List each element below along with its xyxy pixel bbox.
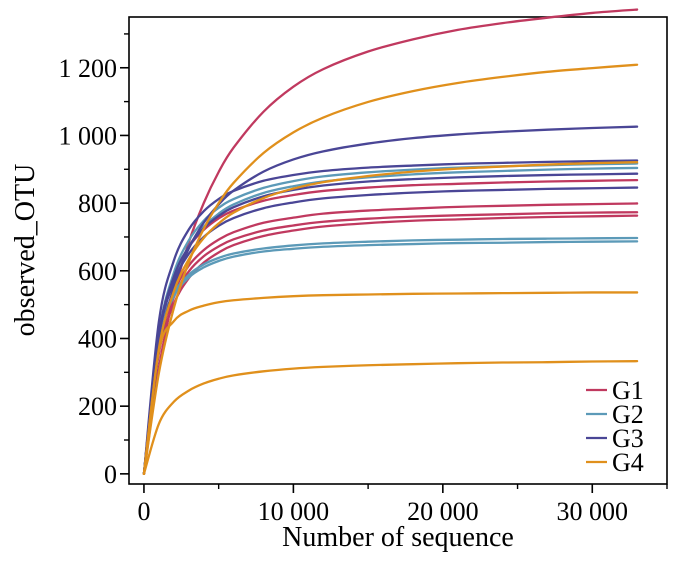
y-tick-label: 1 000: [59, 121, 118, 150]
y-tick-label: 1 200: [59, 54, 118, 83]
series-line-g2-8: [142, 236, 639, 475]
series-line-g3-13: [142, 186, 639, 475]
series-line-g4-17: [142, 360, 639, 475]
series-line-g4-16: [142, 291, 639, 475]
y-axis: 0 200 400 600 800 1 000 1 200: [59, 33, 129, 489]
series-line-g4-14: [142, 63, 639, 475]
series-line-g3-11: [142, 159, 639, 475]
series-line-g4-15: [142, 161, 639, 475]
legend-label-g2: G2: [612, 400, 644, 429]
x-tick-label: 20 000: [407, 497, 479, 526]
y-tick-label: 400: [78, 324, 117, 353]
series-line-g1-4: [142, 211, 639, 475]
series-layer: [142, 8, 639, 475]
series-line-g3-10: [142, 125, 639, 475]
series-line-g2-9: [142, 240, 639, 475]
y-tick-label: 600: [78, 257, 117, 286]
plot-frame: [128, 16, 668, 485]
y-tick-label: 0: [104, 460, 117, 489]
y-tick-label: 800: [78, 189, 117, 218]
x-axis: 0 10 000 20 000 30 000: [137, 484, 668, 526]
legend-label-g1: G1: [612, 376, 644, 405]
series-line-g1-5: [142, 214, 639, 475]
legend-label-g3: G3: [612, 424, 644, 453]
y-axis-title: observed_OTU: [10, 164, 41, 337]
x-axis-title: Number of sequence: [282, 522, 514, 553]
x-tick-label: 0: [137, 497, 150, 526]
x-tick-label: 30 000: [557, 497, 629, 526]
legend-label-g4: G4: [612, 448, 644, 477]
y-tick-label: 200: [78, 392, 117, 421]
x-tick-label: 10 000: [258, 497, 330, 526]
